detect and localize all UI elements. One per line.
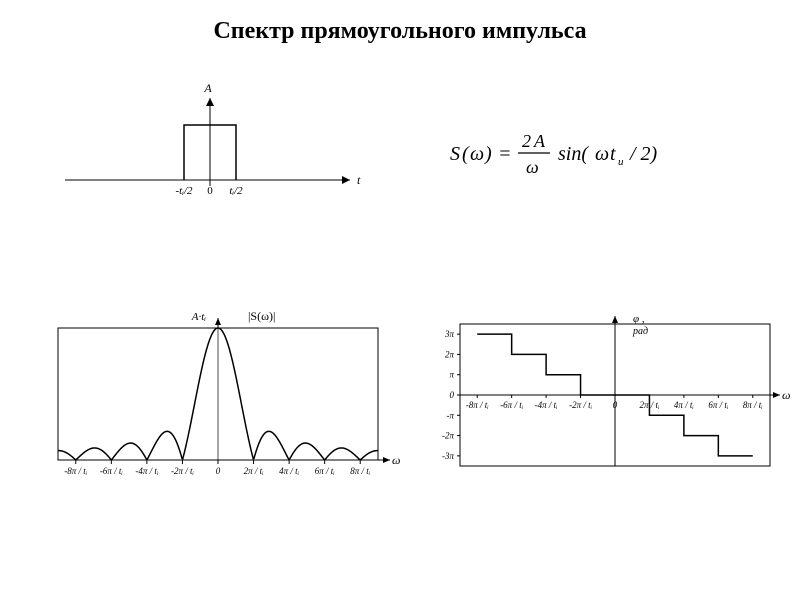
svg-text:φ ,: φ , <box>633 313 645 325</box>
svg-text:(: ( <box>462 143 470 165</box>
svg-text:-6π / tᵢ: -6π / tᵢ <box>100 466 124 476</box>
svg-text:S: S <box>450 143 460 165</box>
svg-text:0: 0 <box>216 466 221 476</box>
svg-text:t: t <box>357 173 361 187</box>
svg-text:ω: ω <box>470 143 484 165</box>
svg-text:-4π / tᵢ: -4π / tᵢ <box>135 466 159 476</box>
svg-text:6π / tᵢ: 6π / tᵢ <box>708 400 729 410</box>
svg-text:): ) <box>484 143 492 165</box>
svg-text:|S(ω)|: |S(ω)| <box>248 309 275 323</box>
svg-text:A: A <box>203 81 212 95</box>
svg-text:-3π: -3π <box>442 451 454 461</box>
svg-text:t: t <box>610 143 616 165</box>
spectrum-formula: S ( ω ) = 2 A ω sin( ω t и / 2) <box>450 125 710 190</box>
svg-text:-6π / tᵢ: -6π / tᵢ <box>500 400 524 410</box>
svg-text:2π / tᵢ: 2π / tᵢ <box>244 466 265 476</box>
svg-text:-tᵢ/2: -tᵢ/2 <box>175 185 193 197</box>
svg-text:8π / tᵢ: 8π / tᵢ <box>350 466 371 476</box>
svg-text:ω: ω <box>392 453 400 467</box>
svg-text:4π / tᵢ: 4π / tᵢ <box>674 400 695 410</box>
svg-text:π: π <box>449 370 454 380</box>
svg-text:ω: ω <box>595 143 609 165</box>
svg-text:6π / tᵢ: 6π / tᵢ <box>315 466 336 476</box>
pulse-chart: t A -tᵢ/2 0 tᵢ/2 <box>55 80 365 210</box>
svg-text:0: 0 <box>613 400 618 410</box>
svg-text:sin(: sin( <box>558 143 589 165</box>
svg-text:-8π / tᵢ: -8π / tᵢ <box>466 400 490 410</box>
svg-text:-π: -π <box>446 410 454 420</box>
page-title: Спектр прямоугольного импульса <box>0 18 800 45</box>
svg-text:-2π: -2π <box>442 431 454 441</box>
svg-text:рад: рад <box>632 326 648 337</box>
svg-text:/ 2): / 2) <box>629 143 658 165</box>
svg-text:8π / tᵢ: 8π / tᵢ <box>743 400 764 410</box>
svg-text:ω: ω <box>782 388 790 402</box>
svg-text:2π: 2π <box>445 349 455 359</box>
svg-text:-2π / tᵢ: -2π / tᵢ <box>171 466 195 476</box>
svg-text:tᵢ/2: tᵢ/2 <box>229 185 243 197</box>
svg-text:-2π / tᵢ: -2π / tᵢ <box>569 400 593 410</box>
svg-text:-4π / tᵢ: -4π / tᵢ <box>535 400 559 410</box>
svg-text:A: A <box>533 131 546 151</box>
svg-text:-8π / tᵢ: -8π / tᵢ <box>64 466 88 476</box>
svg-text:ω: ω <box>526 157 539 177</box>
svg-text:0: 0 <box>207 185 213 197</box>
svg-text:A·tᵢ: A·tᵢ <box>191 311 207 323</box>
svg-text:4π / tᵢ: 4π / tᵢ <box>279 466 300 476</box>
svg-text:2: 2 <box>522 131 531 151</box>
svg-text:и: и <box>618 156 624 168</box>
svg-text:3π: 3π <box>444 329 455 339</box>
svg-text:0: 0 <box>450 390 455 400</box>
phase-chart: ω φ ,рад -3π -2π -π 0 π 2π 3π -8π / tᵢ -6π / tᵢ -4π… <box>420 300 790 490</box>
svg-text:=: = <box>498 143 512 165</box>
magnitude-chart: |S(ω)| A·tᵢ ω -8π / tᵢ -6π / tᵢ -4π / tᵢ -2π /… <box>40 300 400 490</box>
